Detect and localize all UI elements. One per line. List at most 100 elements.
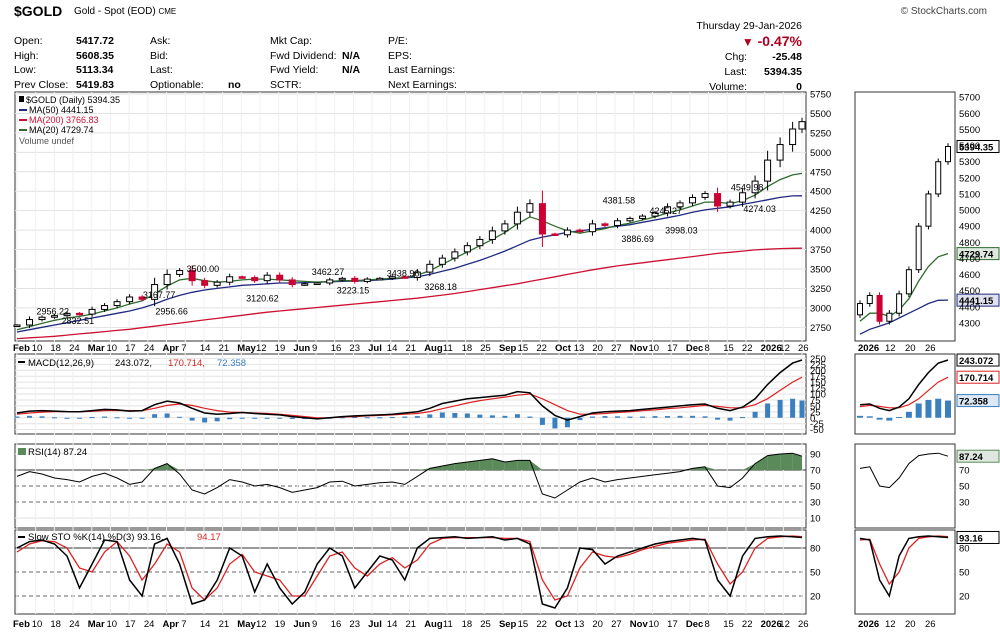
- legend-macd-v2: 170.714,: [168, 358, 205, 369]
- x-tick-label-bottom: 11: [443, 619, 453, 630]
- rsi-tick-label: 50: [810, 482, 821, 493]
- price-annotation: 4549.98: [731, 182, 764, 192]
- price-tick-label: 5250: [810, 128, 831, 139]
- macd-histogram-bar: [64, 417, 70, 419]
- brand-label[interactable]: © StockCharts.com: [900, 6, 987, 17]
- candle-body: [551, 233, 559, 236]
- macd-histogram-bar: [189, 417, 195, 421]
- rsi-tick-label: 30: [810, 498, 821, 509]
- macd-histogram-bar: [477, 414, 483, 418]
- price-panel-frame: [14, 91, 807, 342]
- zoom-sto-k-line: [859, 535, 949, 598]
- rsi-tick-label: 90: [810, 450, 821, 461]
- macd-histogram-bar: [77, 417, 83, 419]
- price-tick-label: 4750: [810, 167, 831, 178]
- candle-body: [13, 324, 21, 327]
- x-tick-label-bottom: 22: [742, 619, 753, 630]
- macd-series: [14, 359, 805, 429]
- symbol-name: Gold - Spot (EOD) CME: [74, 6, 176, 17]
- macd-histogram-bar: [702, 416, 708, 418]
- zoom-hist-tag-text: 72.358: [959, 397, 988, 408]
- zoom-macd-bar: [896, 417, 903, 419]
- x-tick-label-top: 22: [536, 343, 547, 354]
- candle-body: [163, 273, 171, 286]
- optionable-value: no: [228, 78, 241, 91]
- candle-body: [263, 274, 271, 282]
- zoom-price-tick-label: 5500: [959, 125, 980, 136]
- macd-histogram-bar: [527, 416, 533, 418]
- macd-histogram-bar: [127, 417, 133, 419]
- sto-tick-label: 50: [810, 568, 821, 579]
- candle-body: [726, 201, 734, 207]
- candle-body: [338, 277, 346, 281]
- price-tick-label: 4250: [810, 206, 831, 217]
- zoom-signal-tag-box: [956, 370, 1000, 384]
- x-tick-label-top: 17: [667, 343, 678, 354]
- price-tick-label: 3500: [810, 265, 831, 276]
- last-price-value: 5394.35: [764, 66, 802, 78]
- rsi-overbought-fill: [504, 460, 518, 470]
- candle-body: [488, 230, 496, 240]
- sto-tick-label: 80: [810, 544, 821, 555]
- x-tick-label-top: 14: [200, 343, 211, 354]
- zoom-candle-body: [905, 269, 912, 295]
- candle-body: [88, 308, 96, 315]
- rsi-overbought-fill: [705, 466, 718, 470]
- x-tick-label-bottom: 8: [705, 619, 710, 630]
- x-tick-label-top: 19: [275, 343, 286, 354]
- legend-sto: Slow STO %K(14) %D(3) 93.16,: [28, 532, 164, 543]
- x-tick-label-top: 7: [181, 343, 186, 354]
- eps-label: EPS:: [388, 49, 412, 62]
- zoom-price-tick-label: 4300: [959, 318, 980, 329]
- candle-body: [313, 282, 321, 285]
- candle-body: [613, 220, 621, 226]
- candle-body: [413, 271, 421, 279]
- macd-histogram-bar: [227, 417, 233, 420]
- x-tick-label-top: Dec: [686, 343, 703, 354]
- price-tick-label: 4000: [810, 226, 831, 237]
- macd-histogram-bar: [177, 416, 183, 418]
- x-tick-label-bottom: 19: [275, 619, 286, 630]
- x-tick-label-top: Apr: [163, 343, 180, 354]
- candle-body: [113, 301, 121, 307]
- candle-body: [664, 206, 672, 214]
- x-tick-label-top: 13: [574, 343, 585, 354]
- candle-body: [513, 211, 521, 225]
- x-tick-label-bottom: 21: [406, 619, 417, 630]
- candle-body: [798, 121, 806, 130]
- candle-body: [51, 315, 59, 318]
- ma20-line: [16, 172, 803, 331]
- price-tick-label: 3750: [810, 245, 831, 256]
- symbol-description: Gold - Spot (EOD): [74, 6, 156, 17]
- fwd-yield-value: N/A: [342, 64, 361, 76]
- price-tick-label: 2750: [810, 323, 831, 334]
- x-tick-label-top: 17: [125, 343, 136, 354]
- x-tick-label-top: 10: [106, 343, 117, 354]
- zoom-price-tick-label: 5400: [959, 141, 980, 152]
- zoom-sto-tick-label: 80: [959, 544, 970, 555]
- candle-body: [276, 274, 284, 281]
- macd-histogram-bar: [364, 417, 370, 419]
- volume-value: 0: [796, 81, 802, 93]
- price-annotation: 2832.51: [62, 316, 95, 326]
- candle-body: [376, 277, 384, 281]
- legend-price: $GOLD (Daily) 5394.35: [26, 95, 120, 105]
- zoom-series: 5394.35 4729.74 4441.15 243.072 170.714 72.35…: [857, 139, 1000, 598]
- candle-body: [626, 217, 634, 222]
- macd-histogram-bar: [652, 416, 658, 418]
- candle-body: [388, 276, 396, 279]
- zoom-price-frame: [854, 91, 956, 342]
- open-label: Open:: [14, 35, 43, 47]
- macd-tick-label: 150: [810, 378, 826, 389]
- candle-body: [438, 257, 446, 265]
- macd-histogram-bar: [552, 417, 558, 429]
- low-value: 5113.34: [76, 64, 114, 76]
- candle-body: [288, 279, 296, 286]
- axis-labels: 2750300032503500375040004250450047505000…: [13, 90, 980, 631]
- x-tick-label-top: 22: [742, 343, 753, 354]
- zoom-price-tick-label: 5600: [959, 109, 980, 120]
- macd-histogram-bar: [564, 417, 570, 428]
- macd-tick-label: 75: [810, 395, 821, 406]
- ask-label: Ask:: [150, 35, 171, 47]
